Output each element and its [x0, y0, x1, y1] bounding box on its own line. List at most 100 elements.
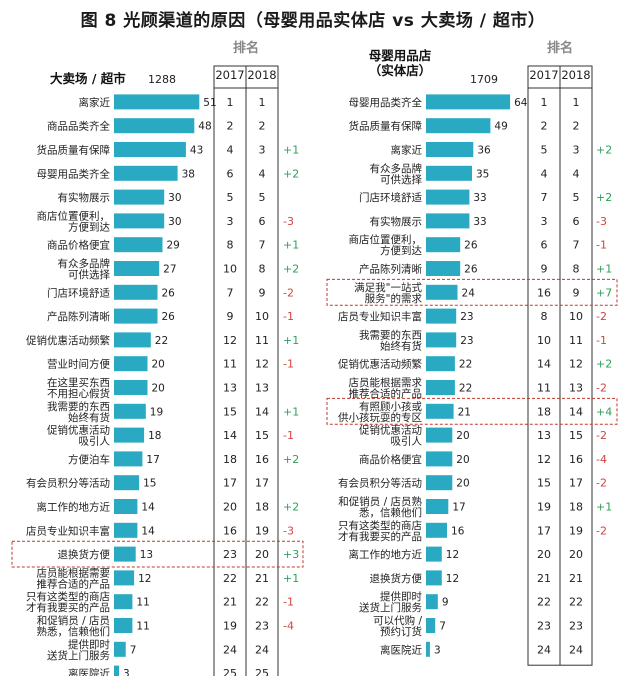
rank-2018: 12	[569, 358, 583, 371]
rank-change: -1	[596, 334, 607, 347]
rank-2018: 8	[259, 263, 266, 276]
rank-2018: 23	[255, 620, 269, 633]
rank-2018: 13	[569, 382, 583, 395]
rank-change: -2	[596, 429, 607, 442]
highlight-box	[11, 540, 304, 568]
bar-row: 我需要的东西始终有货 23 10 11 -1	[359, 328, 607, 352]
rank-change: -1	[596, 239, 607, 252]
bar-row: 退换货方便 13 23 20 +3	[11, 540, 304, 568]
bar-value: 20	[456, 478, 469, 490]
bar-row: 在这里买东西不用担心假货 20 13 13	[47, 376, 269, 400]
rank-change: +7	[596, 286, 612, 299]
bar	[426, 356, 455, 372]
bar-row: 母婴用品类齐全 38 6 4 +2	[37, 165, 299, 181]
bar-label: 促销优惠活动频繁	[338, 358, 422, 371]
rank-2017: 23	[223, 548, 237, 561]
bar-row: 门店环境舒适 33 7 5 +2	[359, 189, 612, 205]
rank-change: +4	[596, 405, 612, 418]
bar-label: 商品价格便宜	[359, 453, 422, 466]
bar-row: 母婴用品类齐全 64 1 1	[349, 94, 580, 110]
rank-2017: 7	[541, 191, 548, 204]
bar-value: 20	[456, 430, 469, 442]
bar	[426, 142, 474, 157]
bar-row: 提供即时送货上门服务 7 24 24	[47, 638, 269, 662]
bar-label: 有众多品牌可供选择	[58, 257, 111, 281]
bar-value: 20	[151, 383, 164, 395]
bar-row: 营业时间方便 20 11 12 -1	[47, 356, 294, 372]
bar-value: 11	[136, 621, 149, 633]
rank-change: +3	[283, 548, 299, 561]
rank-2017: 14	[537, 358, 551, 371]
rank-2017: 10	[223, 263, 237, 276]
rank-2018: 4	[573, 167, 580, 180]
bar-value: 26	[161, 311, 175, 323]
bar-label: 满足我"一站式服务"的需求	[354, 281, 422, 305]
bar	[426, 451, 453, 467]
rank-change: -2	[596, 382, 607, 395]
bar-row: 促销优惠活动频繁 22 14 12 +2	[338, 356, 612, 372]
bar-label: 母婴用品类齐全	[349, 96, 423, 109]
rank-2018: 19	[569, 524, 583, 537]
bar-row: 有照顾小孩或供小孩玩耍的专区 21 18 14 +4	[326, 397, 618, 425]
bar	[426, 427, 453, 443]
bar-value: 20	[151, 359, 164, 371]
bar-row: 店员专业知识丰富 23 8 10 -2	[338, 308, 607, 324]
bar-row: 离工作的地方近 14 20 18 +2	[37, 499, 299, 514]
rank-change: +1	[283, 405, 299, 418]
bar-row: 只有这类型的商店才有我要买的产品 16 17 19 -2	[338, 519, 607, 543]
bar-value: 33	[473, 192, 486, 204]
bar-row: 商品品类齐全 48 2 2	[47, 118, 266, 134]
rank-change: +2	[596, 358, 612, 371]
bar-row: 有众多品牌可供选择 35 4 4	[370, 162, 580, 186]
year-header-2018: 2018	[561, 68, 590, 82]
bar-value: 26	[464, 264, 478, 276]
bar-label: 有实物展示	[58, 191, 111, 204]
bar	[114, 142, 186, 157]
rank-2018: 23	[569, 620, 583, 633]
bar	[426, 475, 453, 491]
bar-value: 19	[150, 406, 163, 418]
bar	[426, 332, 457, 348]
rank-2017: 21	[537, 572, 551, 585]
rank-2017: 1	[541, 96, 548, 109]
bar-label: 货品质量有保障	[349, 120, 423, 133]
bar-label: 离工作的地方近	[37, 501, 111, 514]
rank-2017: 16	[223, 524, 237, 537]
bar-label: 离医院近	[380, 643, 422, 656]
rank-change: +1	[283, 239, 299, 252]
bar-row: 产品陈列清晰 26 9 8 +1	[359, 261, 612, 276]
bar-label: 我需要的东西始终有货	[359, 328, 422, 352]
rank-2018: 11	[255, 334, 269, 347]
rank-2017: 15	[223, 405, 237, 418]
rank-2018: 14	[569, 405, 583, 418]
bar	[426, 546, 442, 562]
bar	[426, 380, 455, 395]
rank-2017: 21	[223, 596, 237, 609]
bar-row: 店员专业知识丰富 14 16 19 -3	[26, 522, 294, 538]
bar-label: 我需要的东西始终有货	[47, 400, 110, 424]
rank-change: +2	[596, 144, 612, 157]
bar-value: 16	[451, 525, 465, 537]
bar	[114, 522, 138, 538]
bar-value: 17	[452, 502, 465, 514]
bar	[426, 618, 436, 633]
rank-2017: 11	[537, 382, 551, 395]
rank-change: -4	[283, 620, 294, 633]
rank-2017: 7	[227, 286, 234, 299]
bar-value: 13	[140, 549, 153, 561]
bar-value: 35	[476, 168, 489, 180]
bar-label: 产品陈列清晰	[47, 310, 110, 323]
rank-2018: 8	[573, 263, 580, 276]
bar-label: 退换货方便	[58, 548, 111, 561]
rank-2017: 22	[537, 596, 551, 609]
rank-2017: 20	[223, 501, 237, 514]
bar-label: 可以代购 /预约订货	[373, 614, 422, 638]
bar-value: 26	[464, 240, 478, 252]
rank-2017: 13	[223, 382, 237, 395]
rank-2017: 1	[227, 96, 234, 109]
bar	[114, 475, 140, 491]
rank-2018: 9	[259, 286, 266, 299]
bar-value: 30	[168, 216, 181, 228]
bar-row: 退换货方便 12 21 21	[370, 570, 583, 586]
